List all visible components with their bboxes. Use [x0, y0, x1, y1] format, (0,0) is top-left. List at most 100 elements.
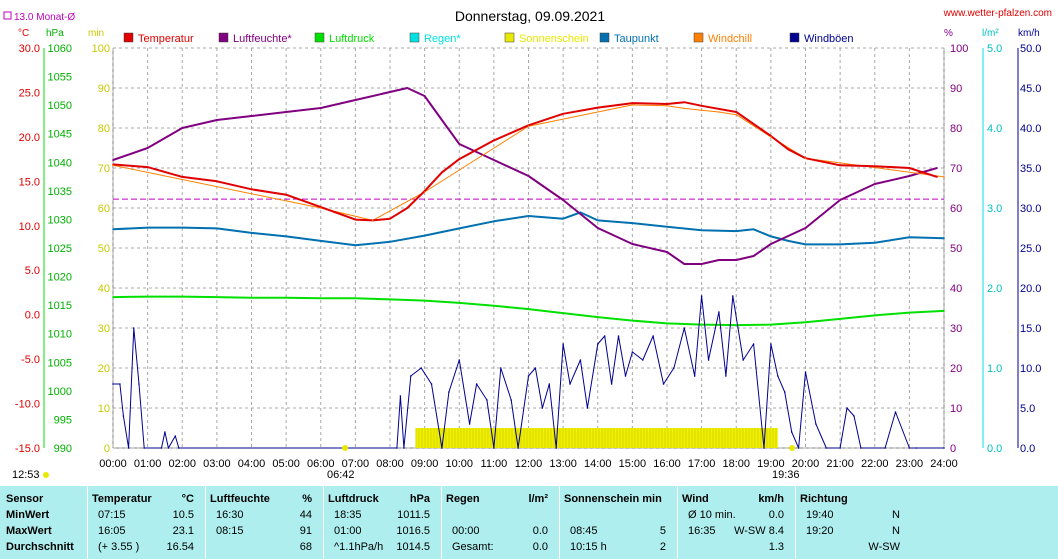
min-tick-label: 20 [98, 363, 110, 375]
hpa-tick-label: 1060 [48, 43, 72, 55]
gusts-point [683, 327, 686, 329]
dewpoint-points [112, 211, 945, 247]
gusts-point [399, 395, 402, 397]
gusts-point [693, 375, 696, 377]
gusts-point [731, 295, 734, 297]
temperature-point [441, 171, 443, 174]
gusts-point [458, 359, 461, 361]
humidity-point [752, 255, 755, 257]
temperature-point [787, 148, 789, 151]
pressure-point [770, 323, 772, 326]
gusts-point [742, 359, 744, 361]
humidity-point [493, 159, 495, 161]
summary-value: 91 [299, 525, 312, 537]
dewpoint-point [873, 241, 876, 244]
gusts-point [122, 415, 125, 417]
humidity-point [839, 199, 841, 201]
pressure-point [389, 298, 391, 301]
min-tick-label: 60 [98, 203, 110, 215]
summary-cell: (+ 3.55 ) [98, 541, 140, 553]
gusts-point [884, 447, 886, 449]
chart-title: Donnerstag, 09.09.2021 [455, 8, 605, 24]
legend-swatch [504, 32, 515, 43]
temperature-point [181, 176, 184, 178]
humidity-point [718, 259, 720, 261]
celsius-tick-label: 5.0 [25, 265, 40, 277]
time-tick-label: 03:00 [203, 458, 231, 470]
legend-label: Luftfeuchte* [233, 33, 292, 45]
celsius-tick-label: 20.0 [19, 132, 40, 144]
dewpoint-point [389, 240, 391, 243]
dewpoint-point [752, 228, 755, 231]
summary-value: W-SW 8.4 [734, 525, 784, 537]
temperature-point [354, 218, 357, 221]
legend-swatch [218, 32, 229, 43]
gusts-point [555, 447, 557, 449]
pressure-point [250, 296, 253, 299]
summary-unit: km/h [758, 493, 784, 505]
gusts-point [138, 383, 140, 385]
humidity-point [562, 199, 564, 201]
humidity-point [596, 227, 599, 229]
legend: Temperatur Luftfeuchte* Luftdruck Regen* Son… [123, 32, 854, 45]
gusts-point [770, 343, 772, 345]
summary-header: Sonnenschein min [564, 493, 662, 505]
celsius-tick-label: -10.0 [15, 399, 40, 411]
hpa-tick-label: 1050 [48, 100, 72, 112]
windchill-point [371, 219, 374, 222]
time-tick-label: 08:00 [376, 458, 404, 470]
dewpoint-point [770, 235, 772, 238]
gusts-point [174, 435, 177, 437]
gusts-point [603, 335, 606, 337]
gusts-point [420, 367, 422, 369]
gusts-point [943, 447, 945, 449]
temperature-point [216, 180, 218, 183]
temperature-point [562, 112, 564, 115]
windchill-point [631, 104, 634, 106]
windchill-point [700, 109, 703, 112]
summary-value: 5 [659, 525, 666, 537]
gusts-line [113, 295, 944, 449]
windchill-point [718, 111, 720, 113]
summary-cell: 01:00 [334, 525, 362, 537]
hpa-tick-label: 995 [54, 414, 72, 426]
gusts-point [132, 327, 135, 329]
sunrise-label: 06:42 [327, 469, 355, 481]
dewpoint-point [787, 240, 789, 242]
humidity-point [666, 251, 668, 253]
summary-cell: 08:45 [570, 525, 598, 537]
rain-tick-label: 4.0 [987, 123, 1002, 135]
gusts-point [815, 423, 817, 425]
rain-tick-label: 2.0 [987, 283, 1002, 295]
summary-value: 44 [299, 509, 312, 521]
gusts-point [164, 431, 166, 433]
dewpoint-point [112, 228, 114, 231]
temperature-point [936, 176, 938, 178]
gusts-point [839, 447, 841, 449]
dewpoint-point [579, 211, 582, 214]
sunset-marker: 19:36 [772, 445, 800, 481]
dewpoint-point [458, 227, 461, 230]
gusts-point [119, 383, 121, 385]
kmh-tick-label: 0.0 [1020, 443, 1035, 455]
celsius-tick-label: 15.0 [19, 176, 40, 188]
humidity-point [216, 119, 218, 121]
time-tick-label: 22:00 [861, 458, 889, 470]
gusts-point [718, 311, 720, 313]
summary-value: 0.0 [768, 509, 784, 521]
hpa-tick-label: 1020 [48, 272, 72, 284]
gusts-point [825, 447, 828, 449]
windchill-point [423, 191, 426, 193]
time-tick-label: 00:00 [99, 458, 127, 470]
rain-tick-label: 0.0 [987, 443, 1002, 455]
unit-percent: % [944, 28, 953, 39]
site-link[interactable]: www.wetter-pfalzen.com [943, 8, 1052, 19]
hpa-tick-label: 1035 [48, 186, 72, 198]
humidity-point [423, 95, 426, 97]
gusts-point [631, 351, 634, 353]
hpa-tick-label: 1025 [48, 243, 72, 255]
dewpoint-point [666, 225, 668, 228]
pressure-point [666, 322, 668, 325]
windchill-point [770, 136, 772, 138]
legend-swatch [599, 32, 610, 43]
